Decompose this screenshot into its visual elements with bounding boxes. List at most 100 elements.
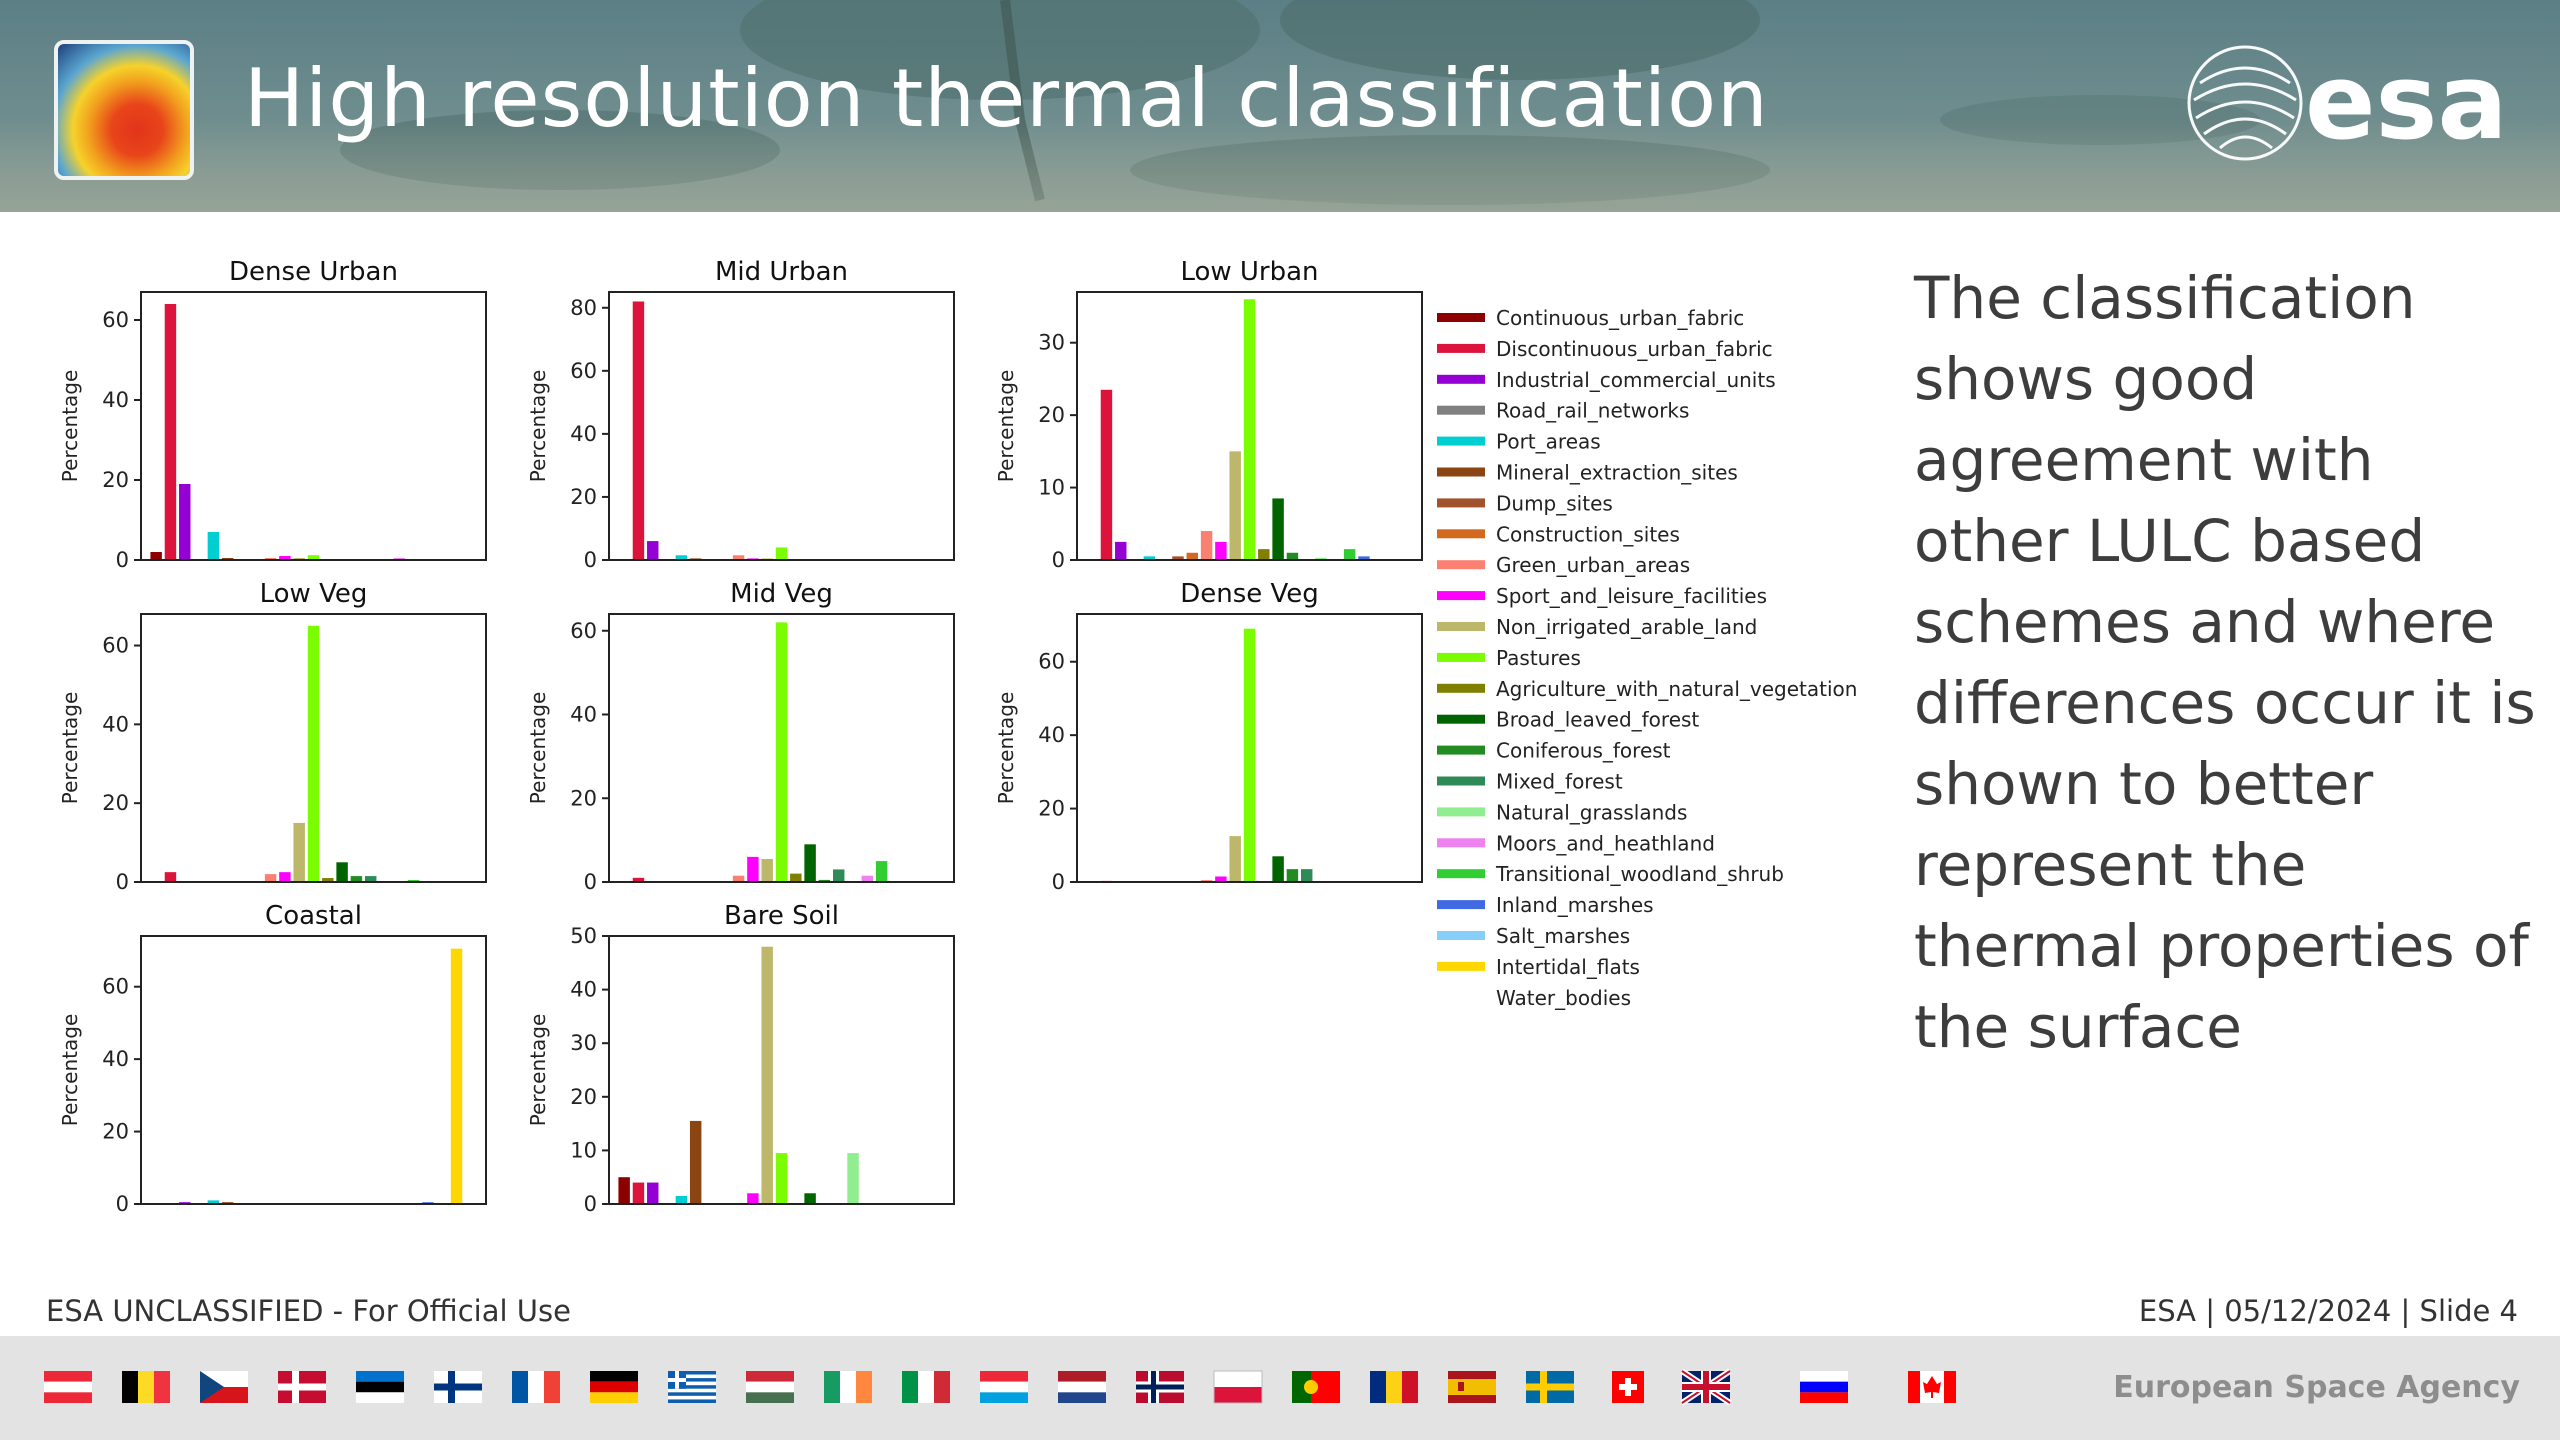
legend-swatch — [1437, 992, 1485, 1002]
bar-green_urban_areas — [264, 874, 277, 882]
legend-label: Mineral_extraction_sites — [1496, 461, 1738, 485]
legend-swatch — [1437, 467, 1485, 477]
legend-swatch — [1437, 652, 1485, 662]
y-tick-label: 10 — [570, 1138, 597, 1162]
slide-info: ESA | 05/12/2024 | Slide 4 — [2138, 1294, 2518, 1328]
y-tick-label: 30 — [1038, 331, 1065, 355]
bar-discontinuous_urban_fabric — [632, 877, 645, 882]
agency-name: European Space Agency — [2113, 1370, 2520, 1405]
bar-sport_and_leisure_facilities — [1215, 876, 1227, 882]
y-tick-label: 60 — [1038, 650, 1065, 674]
bar-broad_leaved_forest — [1272, 498, 1284, 560]
poland-flag — [1213, 1370, 1263, 1404]
bar-intertidal_flats — [450, 948, 463, 1204]
y-tick-label: 20 — [1038, 797, 1065, 821]
y-tick-label: 60 — [570, 359, 597, 383]
plot-frame — [608, 291, 955, 561]
y-tick-label: 80 — [570, 296, 597, 320]
y-tick-label: 0 — [584, 870, 597, 894]
bar-green_urban_areas — [1200, 531, 1213, 560]
slovenia-flag — [1800, 1371, 1848, 1403]
bar-port_areas — [207, 532, 220, 560]
plot-frame — [608, 935, 955, 1205]
romania-flag — [1370, 1371, 1418, 1403]
bar-broad_leaved_forest — [336, 862, 348, 882]
y-tick-label: 60 — [570, 619, 597, 643]
legend-swatch — [1437, 313, 1485, 322]
bar-pastures — [775, 622, 788, 882]
chart-panel-bare-soil: Bare Soil 0 10 20 30 40 50 Percentage — [526, 901, 955, 1216]
y-axis-label: Percentage — [994, 692, 1018, 805]
legend-item: Moors_and_heathland — [1437, 831, 1715, 855]
legend-swatch — [1437, 745, 1485, 755]
bar-sport_and_leisure_facilities — [279, 872, 291, 882]
legend-swatch — [1437, 776, 1485, 786]
bar-coniferous_forest — [1286, 552, 1299, 560]
panel-title: Bare Soil — [724, 901, 839, 931]
bar-transitional_woodland_shrub — [875, 861, 888, 882]
y-axis-label: Percentage — [526, 1014, 550, 1127]
y-tick-label: 40 — [102, 712, 129, 736]
y-tick-label: 60 — [102, 308, 129, 332]
svg-text:esa: esa — [2305, 41, 2508, 163]
bar-discontinuous_urban_fabric — [164, 304, 177, 560]
estonia-flag — [356, 1371, 404, 1403]
italy-flag — [902, 1371, 950, 1403]
bar-industrial_commercial_units — [179, 484, 191, 560]
bar-broad_leaved_forest — [804, 844, 816, 882]
bar-sport_and_leisure_facilities — [747, 856, 759, 882]
legend-swatch — [1437, 622, 1485, 631]
bar-mixed_forest — [1300, 869, 1313, 882]
bar-green_urban_areas — [732, 875, 745, 882]
norway-flag — [1136, 1371, 1184, 1403]
legend-item: Dump_sites — [1437, 491, 1613, 515]
legend-item: Non_irrigated_arable_land — [1437, 615, 1757, 639]
slide-title: High resolution thermal classification — [244, 52, 1769, 145]
bar-industrial_commercial_units — [1115, 541, 1127, 560]
ireland-flag — [824, 1371, 872, 1403]
esa-logo: esa — [2187, 41, 2508, 163]
legend-label: Transitional_woodland_shrub — [1495, 862, 1784, 886]
legend-item: Sport_and_leisure_facilities — [1437, 584, 1767, 608]
panel-title: Mid Urban — [715, 257, 848, 287]
legend-item: Water_bodies — [1437, 986, 1631, 1010]
legend-swatch — [1437, 900, 1485, 910]
y-tick-label: 20 — [102, 468, 129, 492]
legend-swatch — [1437, 498, 1485, 508]
legend-item: Mixed_forest — [1437, 770, 1623, 794]
legend-label: Dump_sites — [1496, 491, 1613, 515]
legend-swatch — [1437, 374, 1485, 384]
bar-agriculture_with_natural_vegetation — [1258, 549, 1270, 560]
bar-non_irrigated_arable_land — [1229, 836, 1241, 882]
bar-port_areas — [1143, 556, 1156, 560]
legend-item: Coniferous_forest — [1437, 739, 1671, 763]
y-tick-label: 20 — [102, 1120, 129, 1144]
bar-non_irrigated_arable_land — [1229, 451, 1241, 560]
classification-charts: Dense Urban 0 20 40 60 Percentage Mid Urban 0 20… — [58, 257, 1857, 1216]
portugal-flag — [1292, 1371, 1340, 1403]
austria-flag — [44, 1371, 92, 1403]
bar-broad_leaved_forest — [1272, 856, 1284, 882]
legend-item: Industrial_commercial_units — [1437, 368, 1776, 392]
chart-panel-low-urban: Low Urban 0 10 20 30 Percentage — [994, 257, 1423, 572]
legend-label: Mixed_forest — [1496, 770, 1623, 794]
legend-item: Inland_marshes — [1437, 893, 1654, 917]
legend-label: Industrial_commercial_units — [1496, 368, 1776, 392]
legend-swatch — [1437, 529, 1485, 539]
legend-label: Intertidal_flats — [1496, 955, 1640, 979]
legend-swatch — [1437, 838, 1485, 848]
legend-label: Construction_sites — [1496, 522, 1680, 546]
legend-label: Water_bodies — [1496, 986, 1631, 1010]
legend-item: Green_urban_areas — [1437, 553, 1690, 577]
legend-label: Natural_grasslands — [1496, 800, 1687, 824]
y-tick-label: 20 — [102, 791, 129, 815]
classification-label: ESA UNCLASSIFIED - For Official Use — [46, 1294, 571, 1328]
y-tick-label: 40 — [102, 1047, 129, 1071]
panel-title: Coastal — [265, 901, 362, 931]
legend-label: Discontinuous_urban_fabric — [1496, 337, 1773, 361]
bar-mixed_forest — [364, 876, 377, 882]
legend-label: Inland_marshes — [1496, 893, 1654, 917]
bar-port_areas — [675, 1195, 688, 1204]
y-tick-label: 20 — [1038, 403, 1065, 427]
panel-title: Mid Veg — [730, 579, 833, 609]
